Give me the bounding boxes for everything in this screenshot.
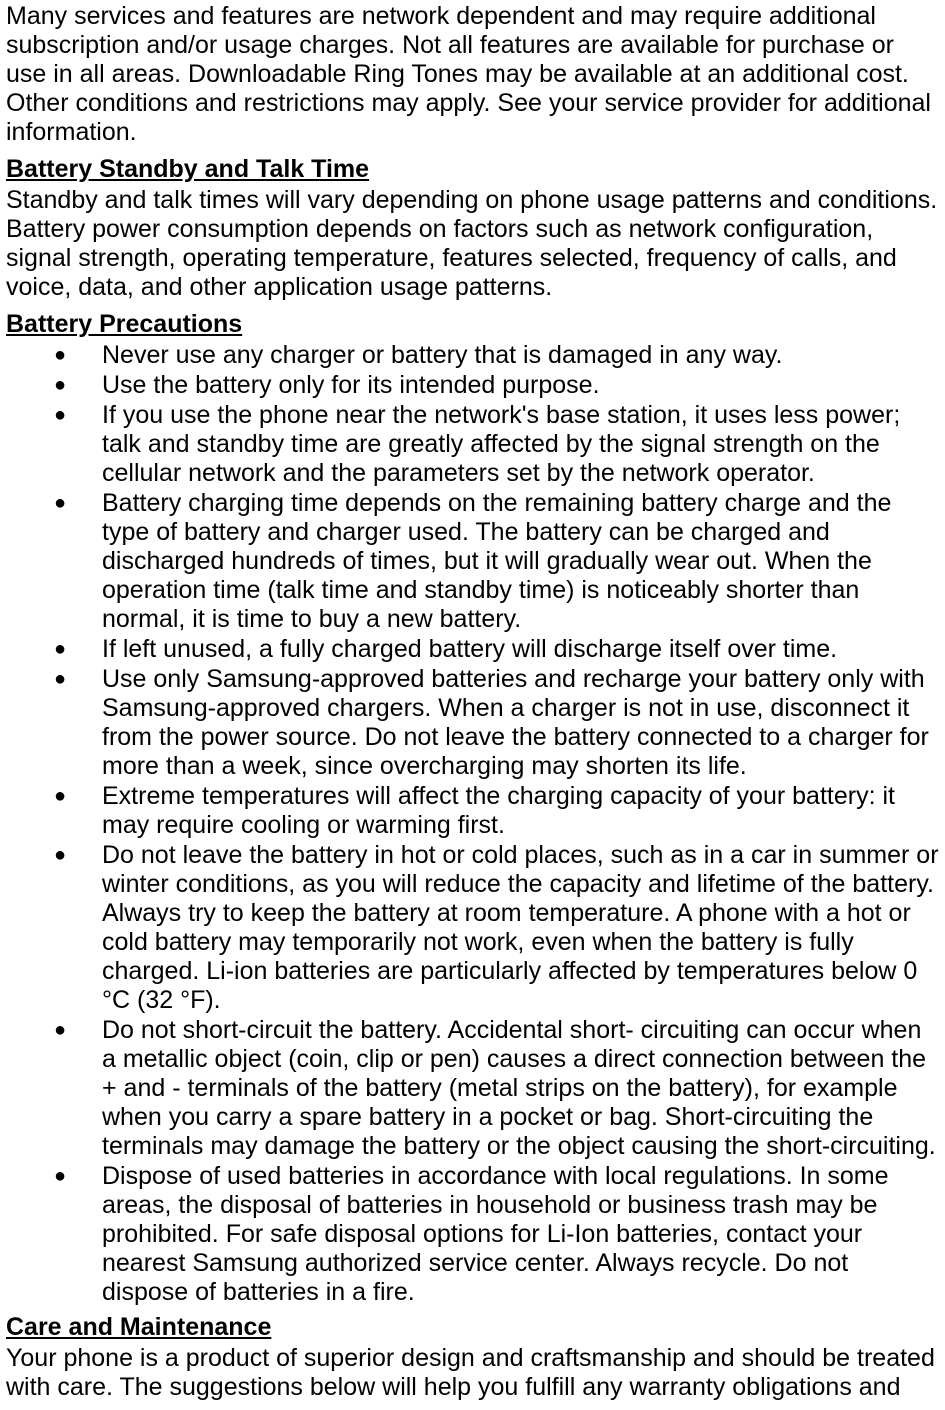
list-item: Never use any charger or battery that is… bbox=[54, 341, 939, 370]
list-item: Use the battery only for its intended pu… bbox=[54, 371, 939, 400]
list-item: Dispose of used batteries in accordance … bbox=[54, 1162, 939, 1307]
document-page: Many services and features are network d… bbox=[0, 0, 945, 1402]
list-item: Do not leave the battery in hot or cold … bbox=[54, 841, 939, 1015]
list-item: If left unused, a fully charged battery … bbox=[54, 635, 939, 664]
paragraph-care-maintenance: Your phone is a product of superior desi… bbox=[6, 1344, 939, 1402]
heading-care-maintenance: Care and Maintenance bbox=[6, 1313, 939, 1342]
list-item: If you use the phone near the network's … bbox=[54, 401, 939, 488]
paragraph-battery-standby: Standby and talk times will vary dependi… bbox=[6, 186, 939, 302]
list-item: Use only Samsung-approved batteries and … bbox=[54, 665, 939, 781]
list-item: Extreme temperatures will affect the cha… bbox=[54, 782, 939, 840]
heading-battery-precautions: Battery Precautions bbox=[6, 310, 939, 339]
heading-battery-standby: Battery Standby and Talk Time bbox=[6, 155, 939, 184]
battery-precautions-list: Never use any charger or battery that is… bbox=[6, 341, 939, 1307]
list-item: Do not short-circuit the battery. Accide… bbox=[54, 1016, 939, 1161]
list-item: Battery charging time depends on the rem… bbox=[54, 489, 939, 634]
intro-paragraph: Many services and features are network d… bbox=[6, 2, 939, 147]
